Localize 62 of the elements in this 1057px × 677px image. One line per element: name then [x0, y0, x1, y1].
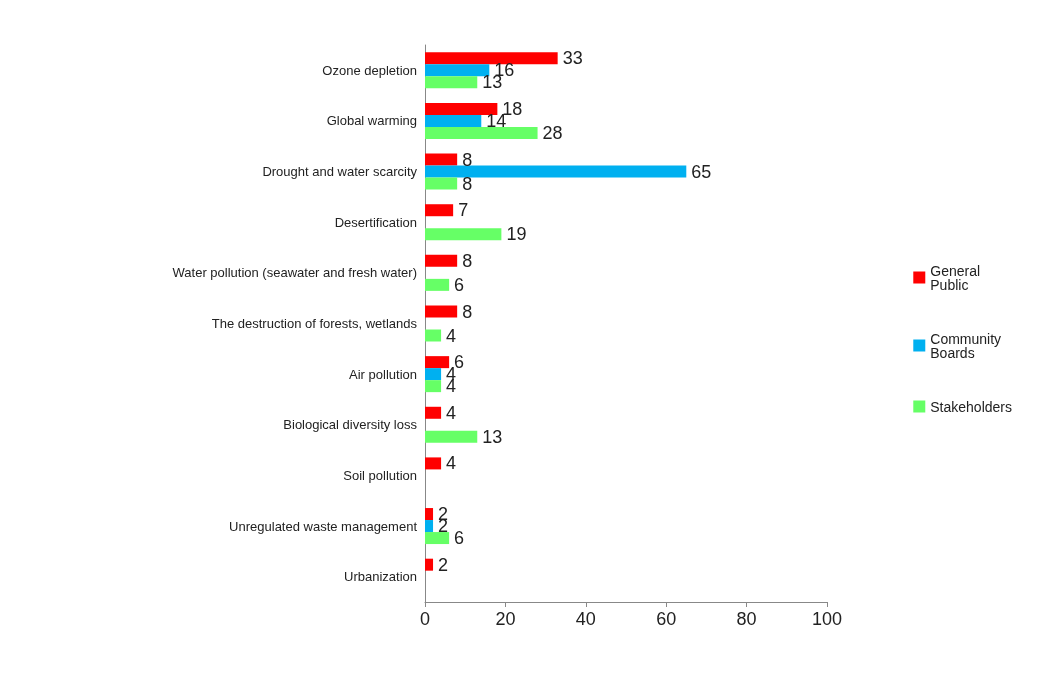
bar: [425, 177, 458, 190]
y-tick-label: Water pollution (seawater and fresh water): [172, 265, 417, 281]
y-tick-label: Urbanization: [344, 569, 417, 585]
bar: [425, 430, 478, 443]
legend-label: Stakeholders: [930, 398, 1012, 415]
y-tick-label: Global warming: [326, 113, 417, 129]
x-tick-label: 40: [575, 609, 596, 629]
bar: [425, 278, 450, 291]
data-label: 8: [462, 250, 473, 271]
bar: [425, 558, 434, 571]
data-label: 6: [454, 274, 465, 295]
x-tick-label: 20: [495, 609, 516, 629]
bar: [425, 114, 482, 127]
bar: [425, 102, 498, 115]
data-label: 33: [562, 48, 583, 69]
bar: [425, 457, 442, 470]
bar: [425, 52, 558, 65]
bar: [425, 254, 458, 267]
data-label: 8: [462, 173, 473, 194]
x-tick-label: 100: [811, 609, 843, 629]
bar: [425, 368, 442, 381]
bar: [425, 406, 442, 419]
bar: [425, 153, 458, 166]
x-tick-label: 60: [656, 609, 677, 629]
data-label: 4: [446, 402, 457, 423]
bar: [425, 228, 502, 241]
bar: [425, 64, 490, 77]
bar: [425, 126, 538, 139]
y-tick-label: Unregulated waste management: [229, 518, 418, 534]
data-label: 4: [446, 325, 457, 346]
bar: [425, 508, 434, 521]
bar: [425, 165, 687, 178]
data-label: 28: [542, 122, 563, 143]
y-tick-label: Soil pollution: [343, 467, 417, 483]
bar: [425, 380, 442, 393]
bar: [425, 76, 478, 89]
bar: [425, 356, 450, 369]
bar: [425, 520, 434, 533]
y-tick-label: Drought and water scarcity: [262, 164, 418, 180]
y-tick-label: The destruction of forests, wetlands: [211, 316, 418, 331]
data-label: 13: [482, 426, 503, 447]
data-label: 6: [454, 352, 465, 373]
y-tick-label: Desertification: [334, 214, 417, 230]
data-label: 8: [462, 149, 473, 170]
legend-label: Community Boards: [930, 330, 1005, 361]
x-tick-label: 80: [736, 609, 757, 629]
y-tick-label: Ozone depletion: [322, 62, 417, 78]
data-label: 2: [438, 554, 449, 575]
bar: [425, 204, 454, 217]
x-tick-label: 0: [419, 609, 431, 629]
data-label: 65: [691, 161, 712, 182]
bar: [425, 305, 458, 318]
data-label: 4: [446, 453, 457, 474]
data-label: 7: [458, 200, 469, 221]
data-label: 19: [506, 224, 527, 245]
bar: [425, 532, 450, 545]
data-label: 8: [462, 301, 473, 322]
legend-label: General Public: [930, 262, 984, 293]
y-tick-label: Biological diversity loss: [283, 417, 418, 433]
bar: [425, 329, 442, 342]
data-label: 6: [454, 528, 465, 549]
y-tick-label: Air pollution: [349, 366, 417, 382]
